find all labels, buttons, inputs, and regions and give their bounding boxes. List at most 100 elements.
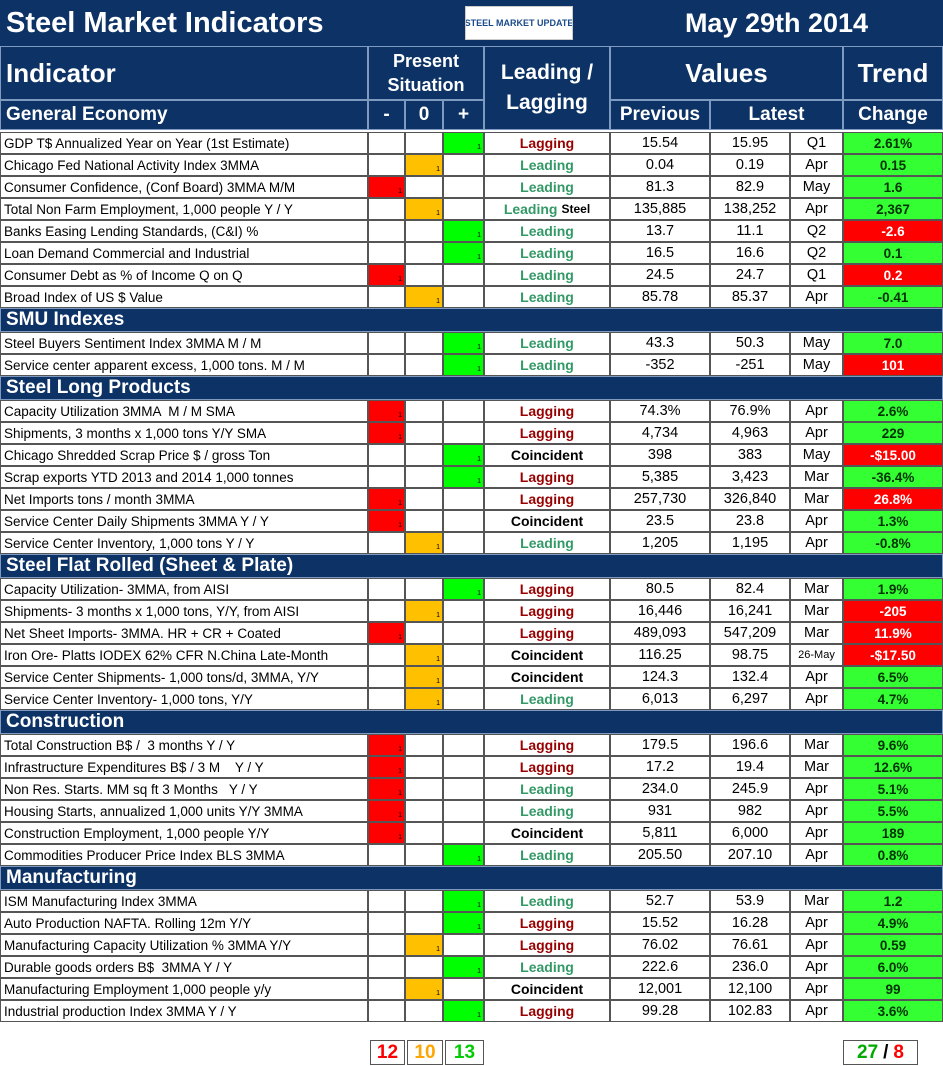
lead-lag-text: Leading: [520, 847, 574, 863]
change-value: 189: [843, 822, 943, 844]
period: Mar: [790, 488, 843, 510]
change-value: 99: [843, 978, 943, 1000]
period: Apr: [790, 934, 843, 956]
period: Mar: [790, 622, 843, 644]
lead-lag: Leading: [484, 688, 610, 710]
lead-lag-text: Lagging: [519, 603, 575, 619]
lead-lag-text: Lagging: [519, 759, 575, 775]
change-value: 11.9%: [843, 622, 943, 644]
situation-cell: 1: [368, 756, 405, 778]
change-value: 0.8%: [843, 844, 943, 866]
situation-cell: [368, 198, 405, 220]
situation-cell: [405, 622, 443, 644]
lead-lag-text: Leading: [520, 691, 574, 707]
lead-lag: Lagging: [484, 756, 610, 778]
situation-cell: [443, 756, 484, 778]
latest-value: 1,195: [710, 532, 790, 554]
section-title: Construction: [0, 710, 943, 734]
period: Apr: [790, 198, 843, 220]
lead-lag: Leading: [484, 800, 610, 822]
situation-cell: [368, 666, 405, 688]
period: Apr: [790, 1000, 843, 1022]
lead-lag-text: Lagging: [519, 491, 575, 507]
situation-cell: [368, 600, 405, 622]
latest-value: 132.4: [710, 666, 790, 688]
previous-value: 12,001: [610, 978, 710, 1000]
trend-header: Trend: [843, 46, 943, 100]
period: Apr: [790, 154, 843, 176]
section-title: Steel Long Products: [0, 376, 943, 400]
previous-value: 23.5: [610, 510, 710, 532]
situation-cell: 1: [443, 578, 484, 600]
lead-lag: Coincident: [484, 444, 610, 466]
lead-lag-text: Leading: [520, 157, 574, 173]
situation-cell: [405, 1000, 443, 1022]
situation-cell: 1: [443, 132, 484, 154]
previous-value: 43.3: [610, 332, 710, 354]
latest-value: 6,297: [710, 688, 790, 710]
situation-cell: 1: [443, 956, 484, 978]
previous-value: 52.7: [610, 890, 710, 912]
period: Apr: [790, 532, 843, 554]
period: Apr: [790, 510, 843, 532]
situation-cell: [405, 132, 443, 154]
indicator-name: Manufacturing Capacity Utilization % 3MM…: [0, 934, 368, 956]
indicator-name: Commodities Producer Price Index BLS 3MM…: [0, 844, 368, 866]
situation-cell: 1: [405, 286, 443, 308]
situation-cell: [443, 778, 484, 800]
lead-lag: Leading: [484, 286, 610, 308]
situation-cell: [443, 822, 484, 844]
situation-cell: [405, 756, 443, 778]
situation-cell: [405, 444, 443, 466]
change-value: -205: [843, 600, 943, 622]
lead-lag-text: Leading: [520, 959, 574, 975]
situation-cell: [368, 912, 405, 934]
change-value: 0.2: [843, 264, 943, 286]
latest-value: 11.1: [710, 220, 790, 242]
lead-lag: Lagging: [484, 400, 610, 422]
previous-value: 6,013: [610, 688, 710, 710]
situation-cell: 1: [443, 444, 484, 466]
situation-cell: 1: [368, 264, 405, 286]
situation-cell: [443, 644, 484, 666]
situation-cell: 1: [368, 176, 405, 198]
lead-lag: Leading: [484, 154, 610, 176]
period: Q2: [790, 220, 843, 242]
situation-header-line: Situation: [387, 75, 465, 95]
lead-lag: Leading Steel: [484, 198, 610, 220]
period: Mar: [790, 734, 843, 756]
lead-lag: Lagging: [484, 578, 610, 600]
previous-value: 15.54: [610, 132, 710, 154]
previous-value: 398: [610, 444, 710, 466]
lead-lag-text: Leading: [520, 267, 574, 283]
period: Apr: [790, 822, 843, 844]
situation-cell: [443, 600, 484, 622]
situation-cell: [443, 422, 484, 444]
situation-count: 12: [370, 1040, 405, 1065]
change-header: Change: [843, 100, 943, 130]
lead-lag: Coincident: [484, 666, 610, 688]
latest-value: 24.7: [710, 264, 790, 286]
indicator-name: Service Center Inventory, 1,000 tons Y /…: [0, 532, 368, 554]
lead-lag-text: Leading: [520, 893, 574, 909]
latest-value: 50.3: [710, 332, 790, 354]
section-title: SMU Indexes: [0, 308, 943, 332]
situation-cell: 1: [443, 890, 484, 912]
situation-cell: [405, 354, 443, 376]
situation-cell: [368, 578, 405, 600]
situation-cell: [368, 934, 405, 956]
lead-lag: Lagging: [484, 1000, 610, 1022]
situation-cell: [443, 978, 484, 1000]
situation-cell: [405, 242, 443, 264]
situation-cell: [443, 286, 484, 308]
situation-cell: 1: [368, 734, 405, 756]
section-title: Steel Flat Rolled (Sheet & Plate): [0, 554, 943, 578]
situation-cell: 1: [443, 354, 484, 376]
indicator-name: Net Sheet Imports- 3MMA. HR + CR + Coate…: [0, 622, 368, 644]
period: May: [790, 176, 843, 198]
indicator-name: Net Imports tons / month 3MMA: [0, 488, 368, 510]
lead-lag-text: Leading: [520, 535, 574, 551]
situation-cell: [368, 466, 405, 488]
situation-cell: [405, 822, 443, 844]
indicator-name: Total Non Farm Employment, 1,000 people …: [0, 198, 368, 220]
